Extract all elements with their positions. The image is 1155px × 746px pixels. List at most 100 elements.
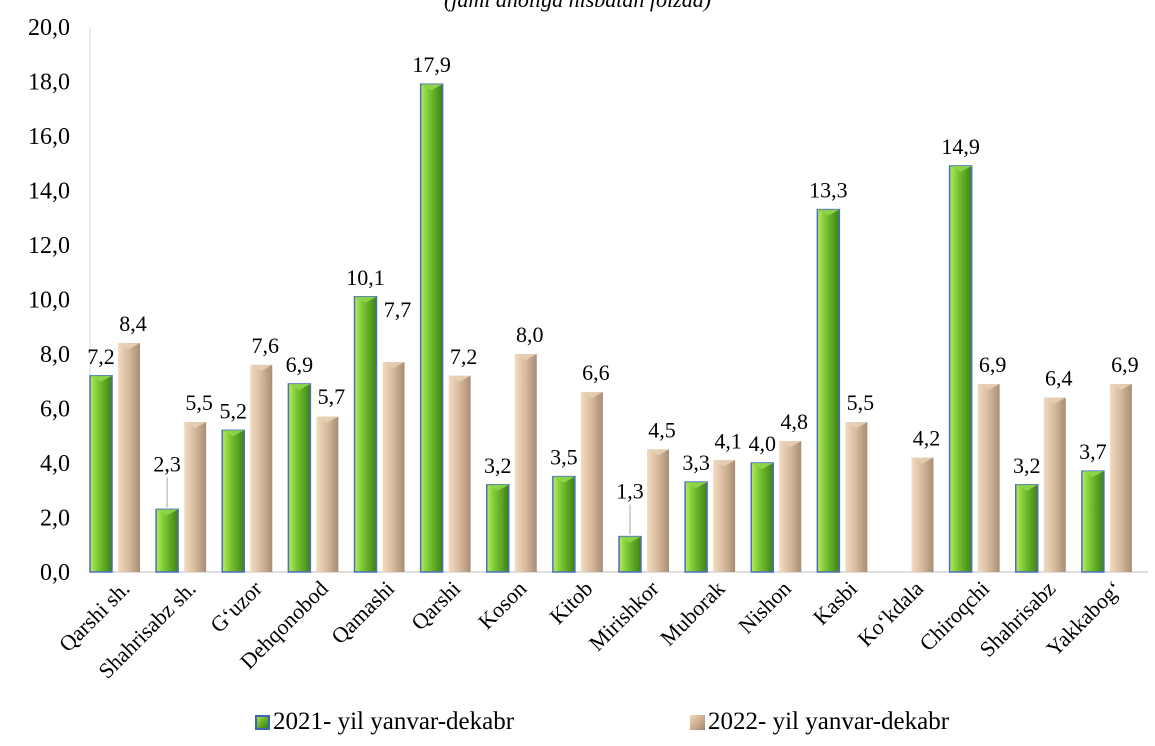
bar-2021 <box>89 375 113 573</box>
data-label-2021: 17,9 <box>412 52 451 77</box>
bar-2021-bevel <box>949 165 972 172</box>
bar-2022-body <box>184 422 207 572</box>
bar-2022-body <box>911 457 934 572</box>
bar-2022 <box>647 449 669 572</box>
bar-2022-body <box>382 362 405 572</box>
data-label-2022: 6,6 <box>582 360 610 385</box>
data-label-2021: 14,9 <box>941 134 980 159</box>
legend-item-2022: 2022- yil yanvar-dekabr <box>690 708 949 736</box>
bar-2021-bevel <box>288 383 311 390</box>
bar-2022-body <box>845 422 868 572</box>
bar-2022-body <box>580 392 603 572</box>
x-tick-label: Mirishkor <box>584 575 664 655</box>
data-label-2022: 8,0 <box>516 322 544 347</box>
bar-2022-bevel <box>1043 397 1066 404</box>
bar-2022 <box>845 422 868 572</box>
data-label-2021: 3,5 <box>550 445 578 470</box>
bar-2022-body <box>448 375 471 572</box>
y-tick-label: 4,0 <box>40 451 70 477</box>
bar-2022-body <box>1043 397 1066 572</box>
bar-2022-bevel <box>779 441 802 448</box>
bar-2022-body <box>514 354 537 572</box>
data-label-2021: 2,3 <box>153 451 181 476</box>
bar-2021 <box>221 429 245 573</box>
data-label-2022: 4,5 <box>648 417 676 442</box>
bar-2021-bevel <box>354 296 377 303</box>
data-label-2022: 4,2 <box>913 426 941 451</box>
data-label-2022: 4,1 <box>714 428 742 453</box>
bar-2021-bevel <box>90 375 112 382</box>
bar-2022 <box>911 457 934 572</box>
bar-2022 <box>250 364 273 572</box>
bar-2022-body <box>1109 383 1132 572</box>
bar-2022 <box>448 375 471 572</box>
y-tick-label: 0,0 <box>40 560 70 586</box>
x-tick-label: Nishon <box>733 576 796 639</box>
bar-2021 <box>750 462 774 573</box>
bar-2021 <box>486 484 510 573</box>
bar-2021-bevel <box>222 430 245 437</box>
data-label-2021: 5,2 <box>220 398 248 423</box>
bar-2022-bevel <box>448 375 471 382</box>
legend: 2021- yil yanvar-dekabr 2022- yil yanvar… <box>0 708 1155 742</box>
legend-item-2021: 2021- yil yanvar-dekabr <box>255 708 514 736</box>
legend-swatch-2021 <box>255 714 270 730</box>
chart-title: (jami aholiga nisbatan foizda) <box>0 0 1155 13</box>
bar-2022-bevel <box>647 449 669 456</box>
bar-2022 <box>1043 397 1066 572</box>
bar-2021-body <box>948 165 973 573</box>
legend-label-2022: 2022- yil yanvar-dekabr <box>708 708 950 735</box>
x-tick-label: Qarshi <box>406 576 465 635</box>
x-tick-label: Qamashi <box>326 576 399 649</box>
data-label-2021: 10,1 <box>346 265 385 290</box>
y-tick-label: 6,0 <box>40 397 70 423</box>
data-label-2021: 3,2 <box>1013 453 1041 478</box>
data-label-2022: 6,4 <box>1045 366 1073 391</box>
bar-2022 <box>580 392 603 572</box>
data-label-2021: 7,2 <box>87 344 115 369</box>
bar-2022-bevel <box>977 383 1000 390</box>
x-tick-label: Koson <box>473 576 531 634</box>
bar-2022-body <box>779 441 802 572</box>
data-label-2022: 5,5 <box>847 390 875 415</box>
data-label-2022: 8,4 <box>119 311 147 336</box>
bar-2022 <box>382 362 405 572</box>
bar-2021 <box>618 535 642 573</box>
y-tick-label: 8,0 <box>40 342 70 368</box>
bar-2022 <box>713 460 736 572</box>
bar-2021 <box>684 481 708 573</box>
data-label-2022: 6,9 <box>1111 352 1139 377</box>
bar-2021-bevel <box>486 484 509 491</box>
data-label-2021: 3,2 <box>484 453 512 478</box>
legend-label-2021: 2021- yil yanvar-dekabr <box>273 708 515 735</box>
data-label-2022: 7,2 <box>450 344 478 369</box>
y-tick-label: 10,0 <box>28 288 70 314</box>
y-tick-label: 20,0 <box>28 15 70 41</box>
bar-2022-body <box>250 364 273 572</box>
bar-2022-body <box>647 449 669 572</box>
data-label-2022: 4,8 <box>781 409 809 434</box>
data-label-2021: 3,7 <box>1079 439 1107 464</box>
bar-2021 <box>287 383 312 573</box>
bar-2021 <box>1081 470 1105 573</box>
x-tick-label: G‘uzor <box>205 575 267 637</box>
bar-2021 <box>816 208 841 573</box>
data-label-2022: 5,5 <box>185 390 213 415</box>
y-tick-label: 12,0 <box>28 233 70 259</box>
bar-2021-body <box>221 429 245 573</box>
bar-2022 <box>184 422 207 572</box>
bar-2022-bevel <box>845 422 868 429</box>
bar-2022-bevel <box>713 460 736 467</box>
x-tick-label: Muborak <box>655 576 730 651</box>
bar-2021-bevel <box>751 463 774 469</box>
bar-2021 <box>155 508 179 573</box>
data-label-2021: 3,3 <box>682 450 710 475</box>
bar-2021-bevel <box>685 482 708 489</box>
bar-2022-bevel <box>911 457 934 464</box>
data-label-2021: 4,0 <box>749 431 777 456</box>
data-label-2021: 13,3 <box>809 178 848 203</box>
bar-2021 <box>419 83 444 573</box>
data-label-2022: 7,6 <box>252 333 280 358</box>
bar-2021-body <box>816 208 841 573</box>
